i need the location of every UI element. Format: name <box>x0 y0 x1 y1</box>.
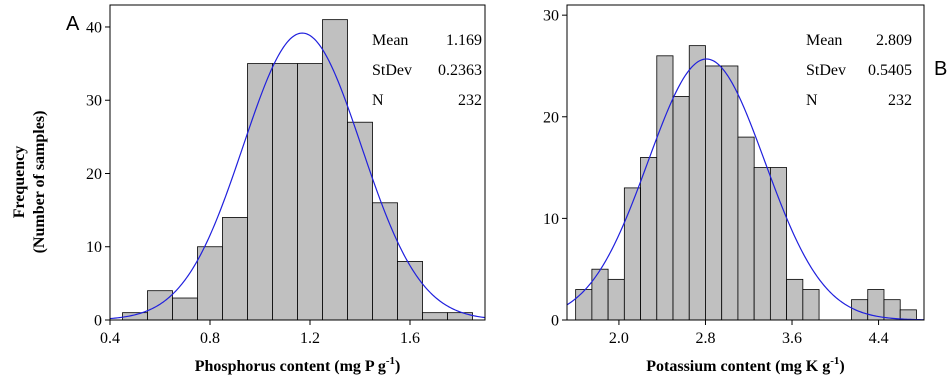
stat-value: 0.5405 <box>868 62 912 79</box>
stat-value: 1.169 <box>446 32 482 49</box>
stat-label: StDev <box>372 62 412 79</box>
histogram-bar <box>372 202 398 321</box>
stat-value: 2.809 <box>876 32 912 49</box>
histogram-bar <box>147 290 173 321</box>
y-tick-label: 20 <box>543 109 559 126</box>
histogram-bar <box>607 278 625 321</box>
stat-label: StDev <box>806 62 846 79</box>
panel-label: A <box>66 13 80 35</box>
histogram-bar <box>623 187 641 321</box>
histogram-bar <box>347 121 373 321</box>
histogram-bar <box>197 246 223 321</box>
histogram-bar <box>422 312 448 321</box>
y-tick-label: 20 <box>86 166 102 183</box>
histogram-bar <box>322 19 348 321</box>
histogram-bar <box>397 260 423 321</box>
y-axis-title-line1: Frequency <box>11 146 28 219</box>
y-tick-label: 10 <box>86 239 102 256</box>
y-tick-label: 40 <box>86 19 102 36</box>
stat-label: N <box>372 92 384 109</box>
stat-label: Mean <box>372 32 408 49</box>
histogram-bar <box>591 268 609 321</box>
histogram-bar <box>883 299 901 321</box>
x-tick-label: 0.8 <box>200 330 220 347</box>
histogram-bar <box>575 289 593 321</box>
x-axis-title: Phosphorus content (mg P g-1) <box>195 355 401 375</box>
x-tick-label: 2.8 <box>695 330 715 347</box>
y-tick-label: 30 <box>86 93 102 110</box>
plot-frame <box>109 4 486 321</box>
histogram-bar <box>640 157 658 321</box>
histogram-bar <box>297 63 323 321</box>
histogram-bar <box>721 65 739 321</box>
histogram-panel-b: 2.0 2.8 3.6 4.4 0 10 20 30 Mean 2.809 StDev 0.5405… <box>543 4 947 375</box>
histogram-bar <box>272 63 298 321</box>
histogram-bar <box>688 45 706 321</box>
histogram-bar <box>851 299 869 321</box>
histogram-bar <box>672 96 690 321</box>
y-tick-label: 10 <box>543 211 559 228</box>
histogram-bar <box>786 278 804 321</box>
y-tick-label: 30 <box>543 8 559 25</box>
histogram-panel-a: 0.4 0.8 1.2 1.6 0 10 20 30 40 Mean 1.169 StDev 0.23… <box>66 4 486 375</box>
y-tick-label: 0 <box>551 313 559 330</box>
stat-label: Mean <box>806 32 842 49</box>
x-tick-label: 4.4 <box>869 330 889 347</box>
histogram-bar <box>447 312 473 321</box>
histogram-bar <box>705 65 723 321</box>
histogram-bar <box>802 289 820 321</box>
histogram-bar <box>769 167 788 321</box>
y-axis-title: Frequency (Number of samples) <box>11 111 48 254</box>
histogram-bar <box>222 217 248 321</box>
histogram-bar <box>172 297 198 321</box>
panel-label: B <box>934 58 947 80</box>
x-tick-label: 1.2 <box>300 330 320 347</box>
x-tick-label: 2.0 <box>609 330 629 347</box>
stat-value: 232 <box>888 92 912 109</box>
normal-curve <box>109 32 486 320</box>
stat-label: N <box>806 92 818 109</box>
x-tick-label: 1.6 <box>400 330 420 347</box>
histogram-bar <box>753 167 771 321</box>
x-tick-label: 3.6 <box>782 330 802 347</box>
histogram-bar <box>656 55 674 321</box>
stat-value: 232 <box>458 92 482 109</box>
x-tick-label: 0.4 <box>100 330 120 347</box>
stat-value: 0.2363 <box>438 62 482 79</box>
normal-curve <box>566 58 925 321</box>
x-axis-title: Potassium content (mg K g-1) <box>646 355 844 375</box>
histogram-bar <box>247 63 273 321</box>
plot-frame <box>566 4 925 321</box>
y-tick-label: 0 <box>94 313 102 330</box>
y-axis-title-line2: (Number of samples) <box>31 111 48 254</box>
histogram-bar <box>737 136 755 321</box>
